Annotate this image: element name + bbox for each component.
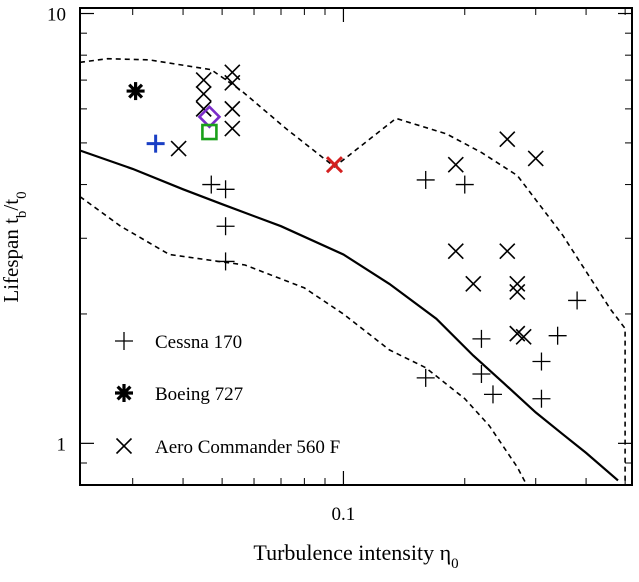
aero-commander-560-f-point — [195, 100, 212, 117]
curve-layer — [79, 57, 626, 486]
aero-commander-560-f-point — [509, 283, 526, 301]
model-curve — [79, 149, 619, 482]
aero-commander-560-f-point — [499, 131, 516, 148]
cessna-170-point — [532, 352, 551, 371]
marker-layer — [126, 64, 587, 408]
cessna-170-point — [472, 329, 491, 348]
x-axis-label: Turbulence intensity η0 — [253, 540, 458, 572]
legend-plus-icon — [115, 332, 133, 350]
highlight-5-point — [201, 123, 218, 141]
cessna-170-point — [416, 170, 435, 189]
aero-commander-560-f-point — [170, 140, 187, 157]
aero-commander-560-f-point — [499, 243, 516, 260]
envelope-curve — [79, 195, 528, 486]
aero-commander-560-f-point — [447, 243, 464, 260]
aero-commander-560-f-point — [527, 150, 544, 167]
legend-cross-icon — [115, 437, 133, 455]
cessna-170-point — [472, 364, 491, 383]
highlight-3-point — [146, 134, 165, 153]
aero-commander-560-f-point — [509, 275, 526, 292]
legend-entry-label: Cessna 170 — [155, 332, 242, 353]
cessna-170-point — [216, 217, 235, 236]
aero-commander-560-f-point — [224, 120, 241, 137]
y-tick-label: 10 — [47, 5, 66, 26]
legend-entry-label: Aero Commander 560 F — [155, 437, 340, 458]
aero-commander-560-f-point — [447, 156, 464, 173]
cessna-170-point — [455, 175, 474, 194]
cessna-170-point — [216, 180, 235, 199]
x-tick-label: 0.1 — [332, 504, 356, 525]
highlight-4-point — [197, 104, 222, 129]
y-tick-label: 1 — [57, 434, 67, 455]
boeing-727-point — [126, 82, 145, 101]
cessna-170-point — [416, 368, 435, 387]
aero-commander-560-f-point — [465, 275, 482, 292]
legend-entry-label: Boeing 727 — [155, 384, 243, 405]
plot-frame — [79, 7, 633, 486]
cessna-170-point — [532, 389, 551, 408]
cessna-170-point — [548, 326, 567, 345]
aero-commander-560-f-point — [515, 328, 532, 345]
y-axis-label: Lifespan tb/t0 — [0, 191, 30, 302]
highlight-6-point — [325, 156, 344, 174]
legend-asterisk-icon — [115, 384, 133, 402]
cessna-170-point — [216, 252, 235, 271]
aero-commander-560-f-point — [195, 72, 212, 89]
aero-commander-560-f-point — [224, 74, 241, 91]
y-tick-layer: 1 10 — [47, 5, 632, 464]
cessna-170-point — [568, 291, 587, 310]
cessna-170-point — [202, 175, 221, 194]
legend: Cessna 170 Boeing 727 Aero Commander 560 F — [115, 332, 340, 458]
aero-commander-560-f-point — [195, 85, 212, 102]
aero-commander-560-f-point — [224, 100, 241, 117]
cessna-170-point — [483, 385, 502, 404]
envelope-curve — [79, 57, 626, 485]
x-tick-layer: 0.1 — [132, 8, 626, 525]
